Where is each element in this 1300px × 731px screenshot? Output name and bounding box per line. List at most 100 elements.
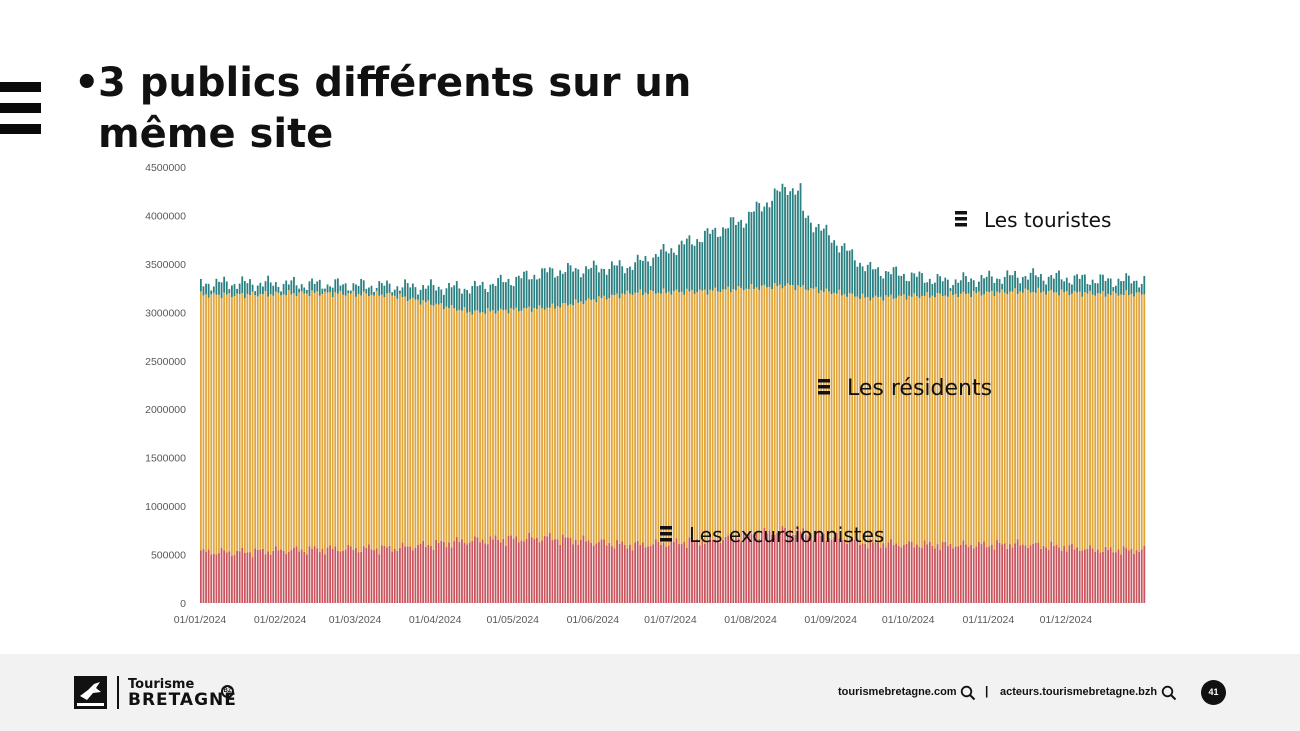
bar-residents [486, 308, 489, 545]
bar-touristes [928, 278, 931, 298]
bar-excursionnistes [1114, 552, 1117, 603]
bar-touristes [745, 223, 748, 289]
bar-excursionnistes [750, 534, 753, 603]
bar-residents [817, 293, 820, 532]
bar-excursionnistes [530, 537, 533, 603]
bar-touristes [530, 279, 533, 312]
bar-excursionnistes [386, 547, 388, 603]
bar-touristes [735, 224, 737, 291]
bar-touristes [380, 283, 383, 295]
bar-touristes [388, 283, 391, 293]
bar-touristes [941, 281, 944, 297]
bar-touristes [843, 243, 846, 295]
bar-residents [238, 294, 241, 552]
bar-residents [967, 293, 970, 547]
bar-touristes [590, 267, 593, 300]
bar-residents [272, 295, 275, 551]
logo-separator [117, 676, 119, 709]
bar-residents [585, 300, 587, 542]
bar-excursionnistes [652, 544, 655, 603]
bar-touristes [202, 286, 205, 296]
bar-excursionnistes [321, 548, 324, 603]
bar-excursionnistes [859, 544, 861, 603]
bar-excursionnistes [1104, 546, 1107, 603]
bar-residents [430, 304, 432, 547]
bar-excursionnistes [729, 533, 732, 603]
bar-excursionnistes [1047, 549, 1050, 603]
bar-excursionnistes [654, 539, 657, 603]
bar-residents [732, 289, 735, 541]
bar-touristes [952, 285, 954, 296]
bar-touristes [1029, 272, 1032, 293]
bar-touristes [282, 283, 285, 295]
bar-excursionnistes [980, 544, 983, 603]
bar-residents [928, 297, 931, 542]
bar-excursionnistes [766, 533, 768, 603]
bar-residents [411, 297, 414, 551]
bar-excursionnistes [641, 542, 644, 603]
bar-touristes [949, 288, 952, 292]
bar-excursionnistes [753, 538, 755, 603]
bar-residents [435, 303, 437, 540]
bar-excursionnistes [1086, 548, 1089, 603]
bar-touristes [755, 201, 758, 288]
bar-excursionnistes [1127, 550, 1130, 603]
bar-residents [778, 284, 781, 531]
bar-excursionnistes [249, 552, 251, 603]
bar-touristes [404, 279, 406, 297]
bar-residents [1114, 293, 1117, 553]
link-tourismebretagne[interactable]: tourismebretagne.com [838, 686, 957, 698]
bar-residents [985, 291, 988, 548]
bar-touristes [1021, 277, 1024, 293]
bar-excursionnistes [533, 538, 536, 603]
bar-residents [342, 294, 344, 551]
bar-touristes [1130, 283, 1133, 294]
bar-touristes [820, 230, 823, 291]
bar-touristes [228, 289, 231, 294]
search-icon[interactable] [960, 685, 976, 701]
bar-touristes [797, 190, 799, 286]
bar-touristes [399, 290, 401, 294]
bar-touristes [691, 244, 693, 290]
bar-touristes [685, 238, 688, 289]
bar-touristes [853, 260, 856, 297]
link-acteurs[interactable]: acteurs.tourismebretagne.bzh [1000, 686, 1158, 698]
bar-excursionnistes [1107, 549, 1110, 603]
bar-touristes [396, 286, 399, 299]
bar-touristes [1050, 275, 1053, 290]
bar-residents [200, 291, 202, 551]
bar-excursionnistes [352, 549, 355, 603]
bar-residents [742, 290, 745, 531]
bar-touristes [543, 268, 546, 310]
bar-excursionnistes [841, 540, 843, 603]
bar-residents [996, 291, 998, 541]
bar-touristes [231, 285, 233, 298]
bar-residents [662, 288, 665, 543]
bar-touristes [1089, 284, 1091, 291]
bar-residents [843, 294, 846, 540]
bar-touristes [967, 282, 970, 294]
bar-touristes [667, 253, 670, 292]
bar-excursionnistes [1009, 544, 1011, 603]
bar-touristes [1076, 274, 1078, 293]
bar-residents [988, 292, 991, 547]
bar-excursionnistes [1068, 545, 1071, 603]
bar-touristes [639, 259, 642, 290]
bar-residents [1058, 295, 1060, 548]
bar-residents [613, 295, 616, 549]
bar-residents [582, 304, 585, 536]
bar-residents [698, 289, 701, 546]
bar-excursionnistes [1029, 545, 1032, 603]
x-tick-label: 01/07/2024 [644, 614, 697, 626]
search-icon[interactable] [1161, 685, 1177, 701]
bar-touristes [1009, 275, 1011, 292]
bar-excursionnistes [719, 542, 722, 603]
bar-residents [1140, 294, 1143, 550]
bar-residents [952, 295, 954, 549]
bar-residents [781, 288, 784, 526]
bar-excursionnistes [512, 538, 515, 603]
bar-residents [419, 304, 422, 544]
bar-residents [442, 309, 445, 542]
bar-excursionnistes [375, 548, 378, 603]
bar-excursionnistes [282, 550, 285, 603]
